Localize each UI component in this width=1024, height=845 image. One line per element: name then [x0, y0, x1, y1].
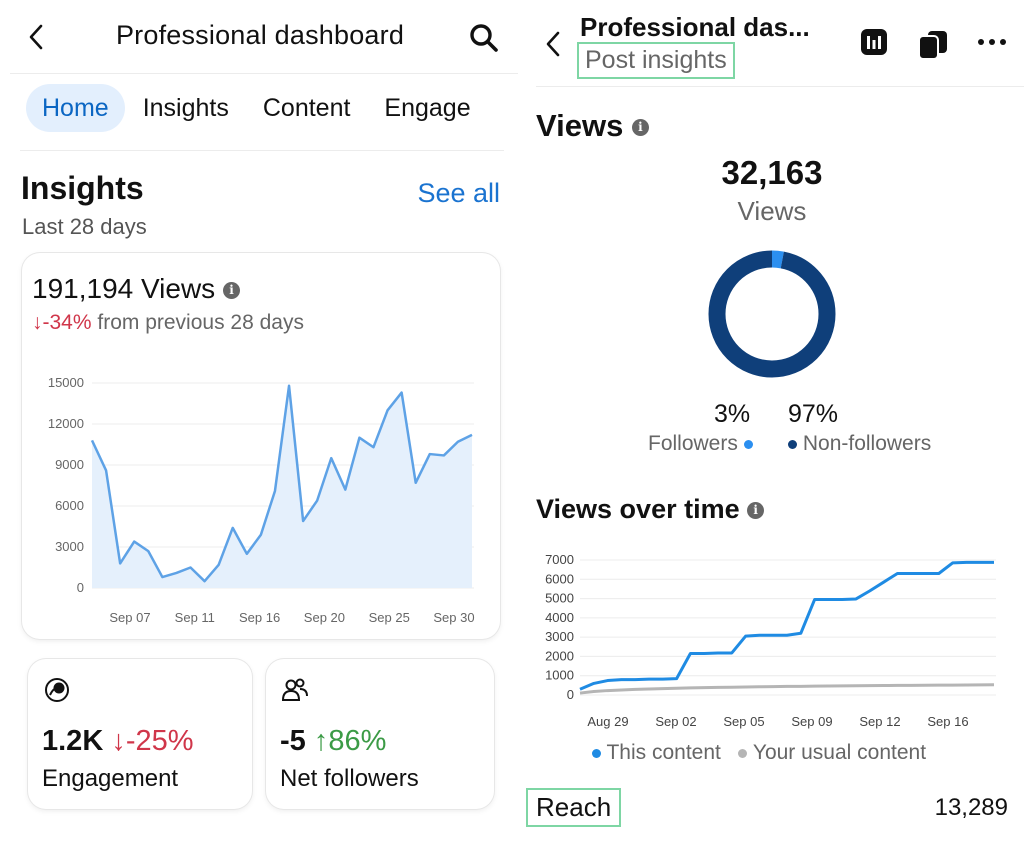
- page-title: Professional dashboard: [115, 20, 405, 50]
- followers-percent: 3%: [714, 400, 751, 428]
- nonfollowers-legend: Non-followers: [788, 432, 931, 456]
- search-icon[interactable]: [468, 22, 500, 54]
- series-line: [90, 384, 473, 583]
- x-tick-label: Sep 05: [723, 714, 764, 729]
- y-tick-label: 15000: [48, 375, 84, 390]
- x-tick-label: Sep 09: [791, 714, 832, 729]
- views-label: Views: [737, 196, 807, 226]
- copy-icon[interactable]: [916, 28, 950, 62]
- x-tick-label: Sep 20: [304, 610, 345, 625]
- more-options-icon[interactable]: [976, 28, 1008, 56]
- y-tick-label: 2000: [545, 648, 574, 663]
- net-followers-card[interactable]: -5 ↑86% Net followers: [266, 659, 494, 809]
- views-over-time-chart: 0 1000 2000 3000 4000 5000 6000 7000 Aug 29 Sep 0…: [545, 552, 996, 729]
- engagement-metric: 1.2K ↓-25%: [42, 725, 194, 758]
- post-insights-subtitle: Post insights: [577, 42, 735, 79]
- x-tick-label: Sep 12: [859, 714, 900, 729]
- insights-heading: Insights: [21, 170, 144, 206]
- tab-content[interactable]: Content: [262, 94, 351, 122]
- engagement-icon: [45, 678, 69, 702]
- y-tick-label: 9000: [55, 457, 84, 472]
- x-tick-label: Sep 02: [655, 714, 696, 729]
- info-icon[interactable]: i: [747, 502, 765, 520]
- y-tick-label: 3000: [545, 629, 574, 644]
- tab-insights[interactable]: Insights: [142, 94, 229, 122]
- tabs-divider: [20, 150, 504, 151]
- legend-usual-content: Your usual content: [752, 741, 927, 764]
- views-total: 32,163: [721, 154, 823, 191]
- see-all-link[interactable]: See all: [417, 178, 500, 208]
- x-tick-label: Sep 25: [369, 610, 410, 625]
- legend-this-content: This content: [606, 741, 721, 764]
- this-content-dot: [592, 748, 601, 758]
- y-tick-label: 7000: [545, 552, 574, 567]
- y-tick-label: 5000: [545, 591, 574, 606]
- net-followers-label: Net followers: [280, 765, 419, 792]
- followers-label: Followers: [648, 432, 738, 455]
- bar-chart-icon[interactable]: [860, 28, 888, 56]
- reach-label: Reach: [526, 788, 622, 827]
- y-tick-label: 4000: [545, 610, 574, 625]
- engagement-card[interactable]: 1.2K ↓-25% Engagement: [28, 659, 252, 809]
- views-change-value: ↓-34%: [32, 311, 92, 334]
- header-divider: [536, 86, 1024, 87]
- usual-content-dot: [738, 748, 748, 758]
- followers-legend-dot: [743, 439, 753, 449]
- views-heading-text: Views: [536, 108, 624, 143]
- professional-dashboard-panel: Professional dashboard Home Insights Con…: [10, 20, 518, 809]
- header-divider: [10, 73, 518, 74]
- tab-home[interactable]: Home: [26, 84, 125, 132]
- views-change: ↓-34% from previous 28 days: [32, 311, 304, 335]
- this-content-line: [579, 560, 994, 691]
- y-tick-label: 6000: [55, 498, 84, 513]
- nonfollowers-percent: 97%: [788, 400, 839, 428]
- x-tick-label: Sep 07: [109, 610, 150, 625]
- nonfollowers-label: Non-followers: [802, 432, 932, 455]
- net-followers-change: ↑86%: [313, 725, 387, 757]
- people-icon: [281, 678, 308, 701]
- x-tick-label: Sep 11: [175, 610, 215, 625]
- y-tick-label: 3000: [55, 539, 84, 554]
- views-total-text: 191,194 Views: [32, 273, 216, 304]
- views-over-time-text: Views over time: [536, 494, 740, 524]
- page-title: Professional das...: [580, 12, 810, 42]
- usual-content-line: [579, 683, 995, 695]
- reach-value: 13,289: [934, 794, 1008, 821]
- y-tick-label: 12000: [48, 416, 84, 431]
- views-total: 191,194 Views i: [32, 273, 240, 305]
- net-followers-metric: -5 ↑86%: [280, 725, 386, 758]
- back-arrow-icon[interactable]: [542, 30, 564, 58]
- views-card[interactable]: 191,194 Views i ↓-34% from previous 28 d…: [22, 253, 500, 639]
- engagement-change: ↓-25%: [111, 725, 194, 757]
- x-tick-label: Sep 16: [927, 714, 968, 729]
- engagement-value: 1.2K: [42, 725, 104, 757]
- info-icon[interactable]: i: [631, 119, 649, 137]
- views-change-suffix: from previous 28 days: [91, 311, 304, 334]
- net-followers-value: -5: [280, 725, 306, 757]
- period-label: Last 28 days: [22, 214, 147, 239]
- views-area-chart: 0 3000 6000 9000 12000 15000 Sep 07 Sep 11 Sep 1…: [48, 375, 475, 625]
- views-heading: Views i: [536, 108, 649, 144]
- info-icon[interactable]: i: [222, 282, 240, 300]
- x-tick-label: Aug 29: [587, 714, 628, 729]
- followers-legend: Followers: [648, 432, 753, 456]
- tab-engage[interactable]: Engage: [384, 94, 471, 122]
- area-fill: [92, 385, 472, 588]
- tab-bar: Home Insights Content Engage: [26, 84, 489, 132]
- back-arrow-icon[interactable]: [24, 22, 48, 52]
- y-tick-label: 0: [77, 580, 84, 595]
- y-tick-label: 0: [567, 687, 574, 702]
- chart-legend: This content Your usual content: [592, 741, 926, 765]
- y-tick-label: 1000: [545, 668, 574, 683]
- engagement-label: Engagement: [42, 765, 179, 792]
- x-tick-label: Sep 16: [239, 610, 280, 625]
- donut-slice-non-followers: [708, 250, 836, 378]
- x-tick-label: Sep 30: [433, 610, 474, 625]
- y-tick-label: 6000: [545, 571, 574, 586]
- post-insights-panel: Professional das... Post insights Views …: [522, 0, 1024, 845]
- followers-donut-chart: [708, 250, 836, 378]
- views-over-time-heading: Views over time i: [536, 494, 765, 525]
- nonfollowers-legend-dot: [788, 439, 797, 449]
